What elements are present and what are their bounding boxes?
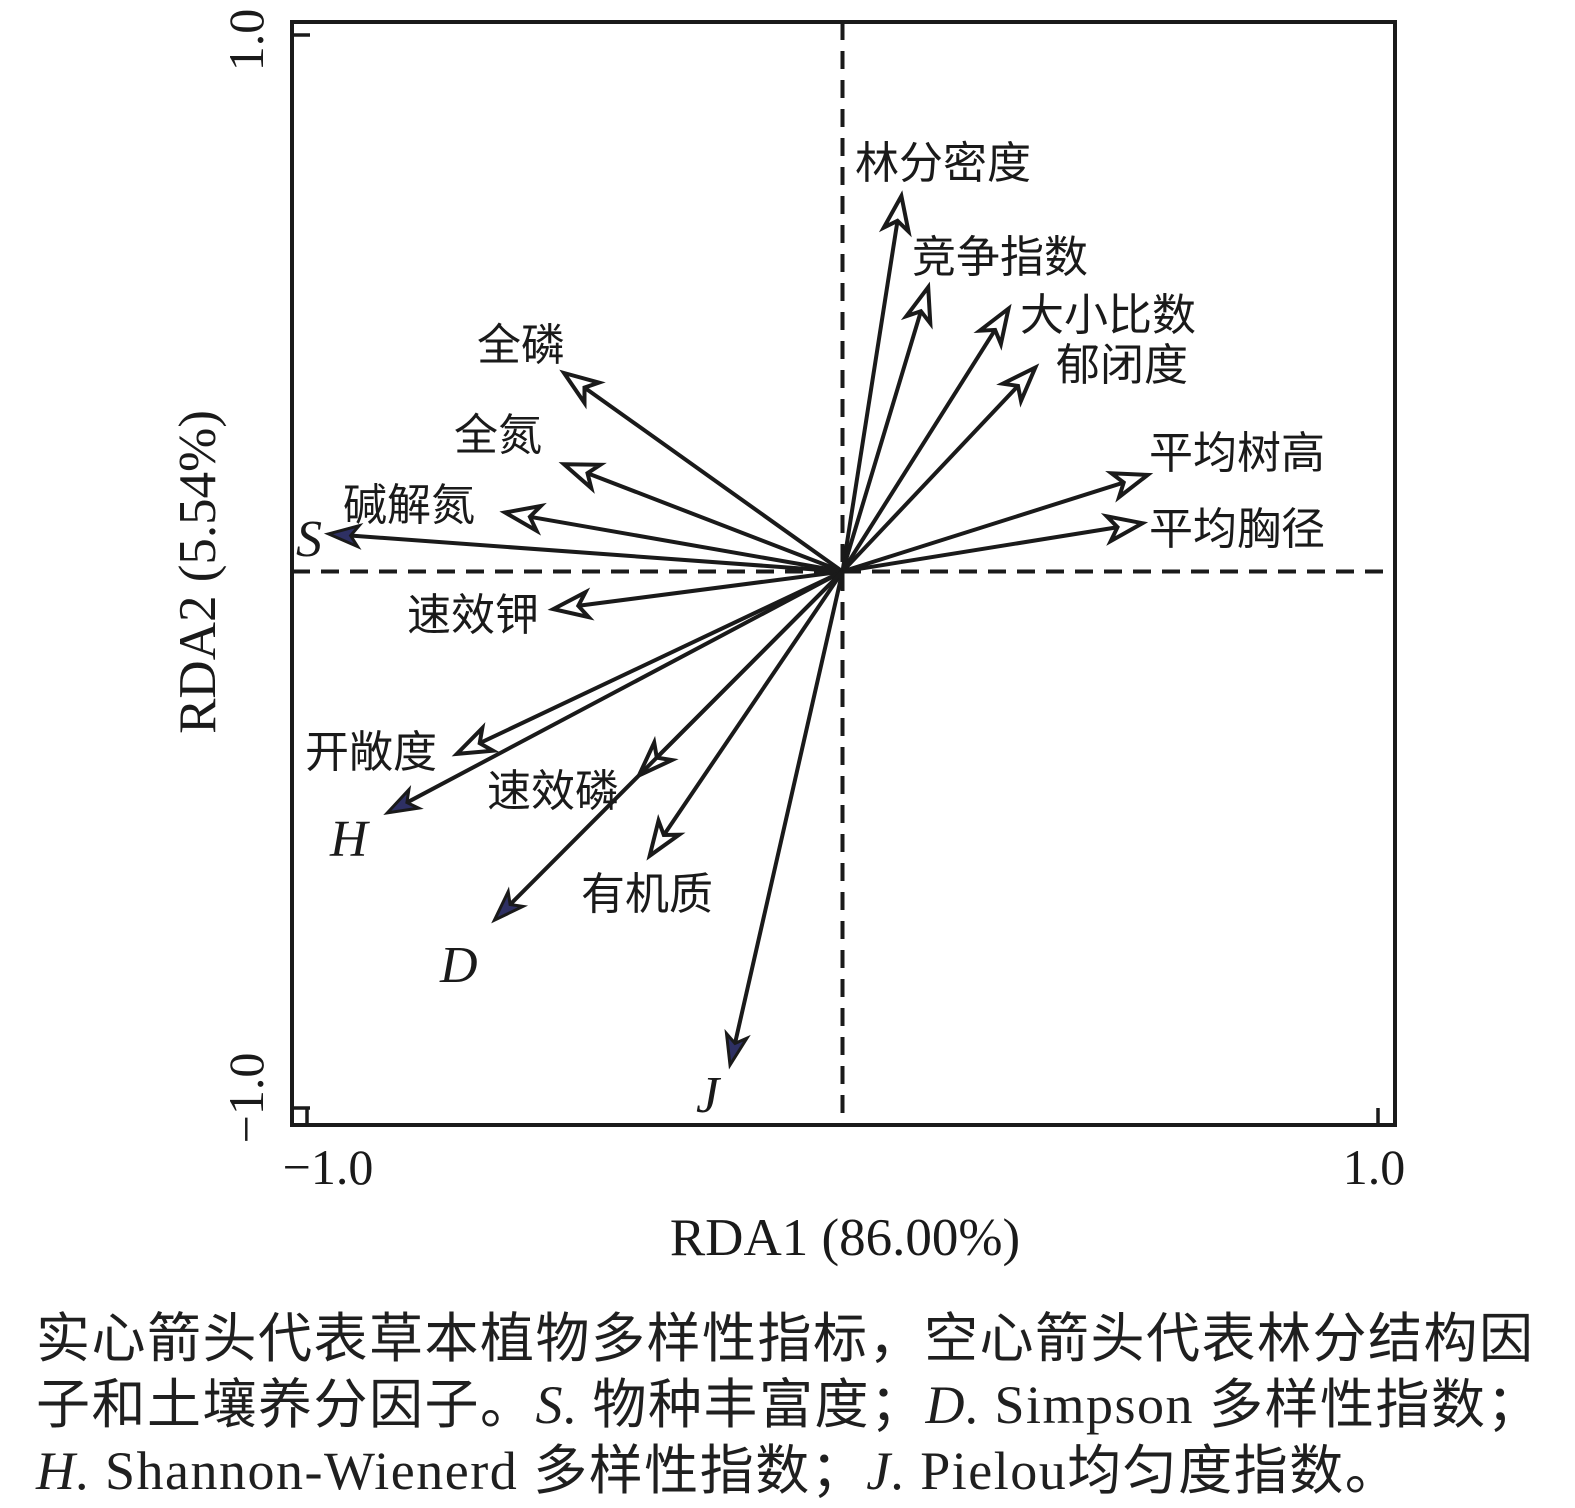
arrow-head-simpson-D [491,886,529,924]
arrow-line-alkali-hydrolyzable-nitrogen [528,514,843,574]
x-axis-tick-label-left: −1.0 [282,1139,374,1195]
arrow-head-openness [451,722,500,757]
arrow-label-alkali-hydrolyzable-nitrogen: 碱解氮 [343,481,475,530]
arrow-line-organic-matter [661,570,845,837]
caption-index-symbol: H [36,1441,75,1501]
arrow-line-openness [478,569,844,746]
caption-text: . Shannon-Wienerd 多样性指数； [75,1441,867,1501]
arrow-label-stand-density: 林分密度 [855,139,1031,188]
arrow-line-size-ratio [840,328,998,573]
arrow-head-pielou-J [724,1028,751,1070]
arrow-head-size-ratio [973,303,1012,351]
arrow-head-mean-dbh [1100,513,1149,546]
arrow-head-available-potassium [547,587,595,621]
caption-index-symbol: D [925,1375,965,1435]
arrow-line-total-phosphorus [582,385,844,574]
arrow-label-species-richness-S: S [296,511,322,568]
x-axis-tick-label-right: 1.0 [1342,1139,1406,1195]
arrow-line-total-nitrogen [586,471,844,574]
arrow-head-stand-density [878,190,912,238]
arrow-line-competition-index [840,310,924,573]
arrow-head-species-richness-S [323,523,364,550]
arrow-head-total-phosphorus [559,369,606,410]
arrow-label-openness: 开敞度 [305,728,437,777]
caption-text: 子和土壤养分因子。 [36,1375,536,1435]
arrow-label-size-ratio: 大小比数 [1020,291,1196,340]
caption-text: 实心箭头代表草本植物多样性指标，空心箭头代表林分结构因 [36,1309,1535,1369]
x-axis-title: RDA1 (86.00%) [669,1209,1021,1267]
arrow-label-competition-index: 竞争指数 [912,233,1088,282]
arrow-line-pielou-J [732,571,845,1045]
arrow-line-shannon-wiener-H [405,569,844,805]
arrow-line-mean-dbh [842,525,1119,574]
arrow-head-organic-matter [646,813,686,861]
arrow-head-alkali-hydrolyzable-nitrogen [499,502,547,536]
caption-text: . 物种丰富度； [562,1375,926,1435]
arrow-label-mean-tree-height: 平均树高 [1149,429,1325,478]
arrow-head-shannon-wiener-H [383,784,424,816]
arrow-label-available-phosphorus: 速效磷 [487,767,619,816]
caption-index-symbol: S [535,1375,563,1435]
y-axis-title: RDA2 (5.54%) [169,410,227,734]
arrow-label-total-phosphorus: 全磷 [477,321,565,370]
arrow-label-pielou-J: J [696,1067,722,1124]
y-axis-tick-label-top: 1.0 [218,8,274,72]
arrow-line-species-richness-S [349,533,843,574]
arrow-label-simpson-D: D [439,937,478,994]
plot-frame [290,20,1397,1127]
caption-line-3: H. Shannon-Wienerd 多样性指数；J. Pielou均匀度指数。 [36,1438,1566,1504]
caption-text: . Simpson 多样性指数； [964,1375,1543,1435]
arrow-label-shannon-wiener-H: H [329,811,370,868]
arrow-line-stand-density [840,219,900,572]
arrow-head-total-nitrogen [558,462,607,494]
y-axis-tick-label-bottom: −1.0 [218,1052,274,1144]
arrow-label-total-nitrogen: 全氮 [454,411,542,460]
arrow-line-mean-tree-height [841,480,1125,574]
arrow-label-organic-matter: 有机质 [581,870,713,919]
caption-line-1: 实心箭头代表草本植物多样性指标，空心箭头代表林分结构因 [36,1306,1566,1372]
arrow-line-simpson-D [508,570,844,907]
caption-line-2: 子和土壤养分因子。S. 物种丰富度；D. Simpson 多样性指数； [36,1372,1566,1438]
caption-text: . Pielou均匀度指数。 [890,1441,1401,1501]
arrow-label-available-potassium: 速效钾 [407,591,539,640]
caption-index-symbol: J [866,1441,891,1501]
arrow-head-competition-index [900,281,933,330]
arrow-label-mean-dbh: 平均胸径 [1149,505,1325,554]
arrow-head-mean-tree-height [1105,471,1154,503]
arrow-label-canopy-closure: 郁闭度 [1056,341,1188,390]
arrow-head-canopy-closure [996,363,1040,408]
arrow-line-canopy-closure [841,384,1020,573]
figure-caption: 实心箭头代表草本植物多样性指标，空心箭头代表林分结构因 子和土壤养分因子。S. 物… [36,1306,1566,1504]
arrow-line-available-potassium [577,569,843,608]
